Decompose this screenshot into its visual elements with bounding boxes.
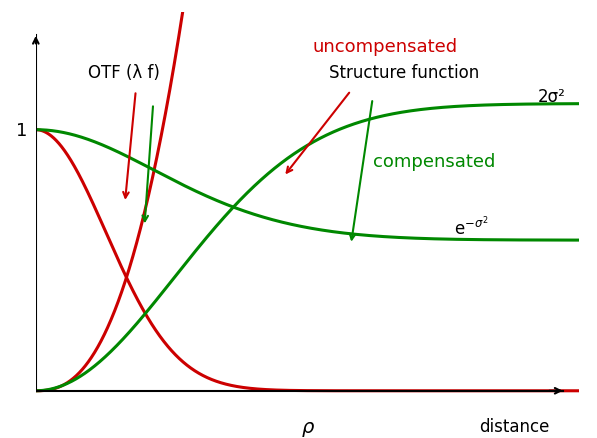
Text: Structure function: Structure function bbox=[329, 64, 479, 82]
Text: compensated: compensated bbox=[373, 153, 495, 171]
Text: distance: distance bbox=[479, 417, 549, 435]
Text: $\mathrm{e}^{-\sigma^2}$: $\mathrm{e}^{-\sigma^2}$ bbox=[454, 216, 488, 239]
Text: ρ: ρ bbox=[301, 417, 313, 436]
Text: 1: 1 bbox=[16, 121, 27, 139]
Text: 2σ²: 2σ² bbox=[538, 88, 566, 106]
Text: OTF (λ f): OTF (λ f) bbox=[88, 64, 160, 82]
Text: uncompensated: uncompensated bbox=[313, 38, 458, 56]
